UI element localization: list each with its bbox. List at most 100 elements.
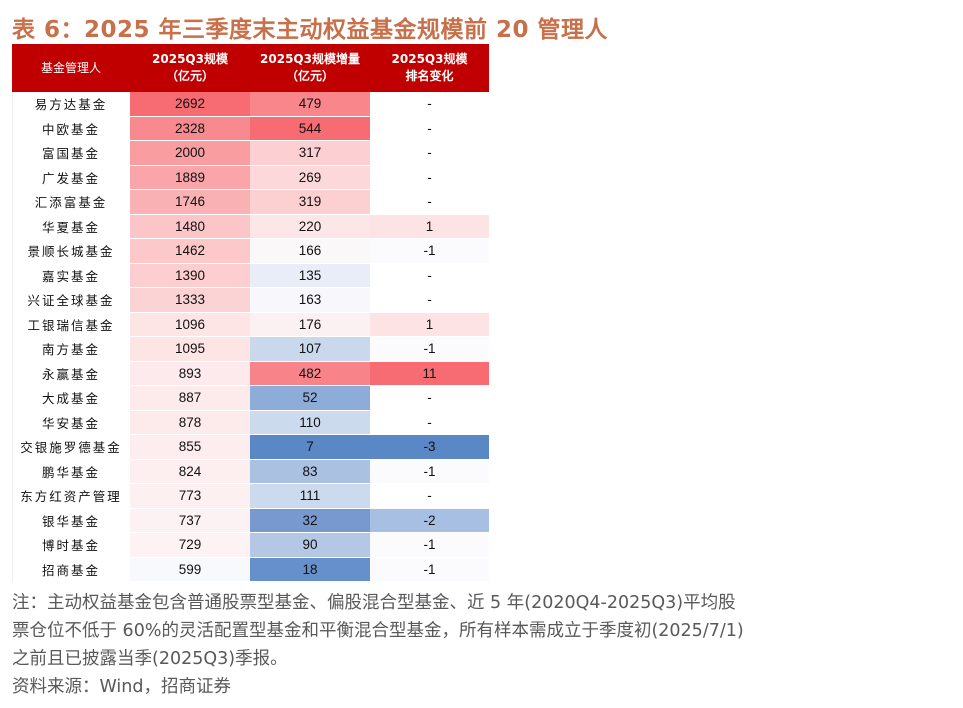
rank-change-cell: -1 [370, 557, 489, 582]
table-header-row: 基金管理人 2025Q3规模 （亿元） 2025Q3规模增量 （亿元） 2025Q3… [12, 44, 489, 92]
table-row: 大成基金 887 52- [12, 385, 489, 411]
table-row: 景顺长城基金 1462 166 -1 [12, 238, 489, 264]
header-scale: 2025Q3规模 （亿元） [130, 44, 250, 92]
table-row: 工银瑞信基金 1096 176 1 [12, 312, 489, 337]
manager-name-cell: 银华基金 [12, 508, 130, 533]
source-note: 资料来源：Wind，招商证券 [12, 677, 231, 697]
header-text: 2025Q3规模 [152, 52, 228, 66]
increment-cell: 479 [250, 92, 370, 117]
increment-cell: 90 [250, 532, 370, 558]
scale-cell: 1462 [130, 238, 250, 264]
manager-name-cell: 永赢基金 [12, 361, 130, 386]
table-row: 中欧基金 2328 544- [12, 116, 489, 141]
increment-cell: 163 [250, 287, 370, 313]
scale-cell: 1746 [130, 189, 250, 215]
table-row: 东方红资产管理 773 111- [12, 483, 489, 509]
increment-cell: 7 [250, 434, 370, 460]
increment-cell: 482 [250, 361, 370, 386]
scale-cell: 887 [130, 385, 250, 411]
increment-cell: 269 [250, 165, 370, 190]
manager-name-cell: 鹏华基金 [12, 459, 130, 484]
rank-change-cell: -1 [370, 336, 489, 362]
table-row: 鹏华基金 824 83 -1 [12, 459, 489, 484]
scale-cell: 599 [130, 557, 250, 582]
table-row: 广发基金 1889 269- [12, 165, 489, 190]
rank-change-cell: - [370, 92, 489, 117]
manager-name-cell: 中欧基金 [12, 116, 130, 141]
scale-cell: 893 [130, 361, 250, 386]
rank-change-cell: - [370, 189, 489, 215]
header-unit: （亿元） [165, 69, 214, 83]
increment-cell: 317 [250, 140, 370, 166]
table-row: 招商基金 599 18 -1 [12, 557, 489, 582]
increment-cell: 110 [250, 410, 370, 435]
manager-name-cell: 南方基金 [12, 336, 130, 362]
rank-change-cell: -2 [370, 508, 489, 533]
header-rank-change: 2025Q3规模 排名变化 [370, 44, 489, 92]
table-row: 交银施罗德基金 855 7 -3 [12, 434, 489, 460]
increment-cell: 176 [250, 312, 370, 337]
table-row: 永赢基金 893 482 11 [12, 361, 489, 386]
manager-name-cell: 广发基金 [12, 165, 130, 190]
scale-cell: 2692 [130, 92, 250, 117]
table-left-border [12, 92, 13, 582]
manager-name-cell: 华夏基金 [12, 214, 130, 239]
scale-cell: 737 [130, 508, 250, 533]
increment-cell: 83 [250, 459, 370, 484]
table-row: 汇添富基金 1746 319- [12, 189, 489, 215]
increment-cell: 107 [250, 336, 370, 362]
scale-cell: 1390 [130, 263, 250, 288]
note-line: 票仓位不低于 60%的灵活配置型基金和平衡混合型基金，所有样本需成立于季度初(2… [12, 621, 744, 641]
increment-cell: 52 [250, 385, 370, 411]
scale-cell: 773 [130, 483, 250, 509]
header-text: 2025Q3规模 [391, 52, 468, 66]
increment-cell: 319 [250, 189, 370, 215]
scale-cell: 1889 [130, 165, 250, 190]
rank-change-cell: 11 [370, 361, 489, 386]
manager-name-cell: 华安基金 [12, 410, 130, 435]
header-text: 基金管理人 [40, 60, 101, 75]
scale-cell: 824 [130, 459, 250, 484]
rank-change-cell: - [370, 140, 489, 166]
rank-change-cell: 1 [370, 214, 489, 239]
table-row: 兴证全球基金 1333 163- [12, 287, 489, 313]
rank-change-cell: - [370, 165, 489, 190]
manager-name-cell: 汇添富基金 [12, 189, 130, 215]
rank-change-cell: 1 [370, 312, 489, 337]
rank-change-cell: - [370, 483, 489, 509]
manager-name-cell: 交银施罗德基金 [12, 434, 130, 460]
scale-cell: 855 [130, 434, 250, 460]
manager-name-cell: 博时基金 [12, 532, 130, 558]
manager-name-cell: 东方红资产管理 [12, 483, 130, 509]
rank-change-cell: -3 [370, 434, 489, 460]
header-unit: （亿元） [285, 69, 334, 83]
note-line: 之前且已披露当季(2025Q3)季报。 [12, 649, 288, 669]
manager-name-cell: 工银瑞信基金 [12, 312, 130, 337]
increment-cell: 166 [250, 238, 370, 264]
rank-change-cell: - [370, 385, 489, 411]
increment-cell: 32 [250, 508, 370, 533]
rank-change-cell: - [370, 287, 489, 313]
rank-change-cell: -1 [370, 459, 489, 484]
header-increment: 2025Q3规模增量 （亿元） [250, 44, 370, 92]
scale-cell: 1095 [130, 336, 250, 362]
note-line: 注：主动权益基金包含普通股票型基金、偏股混合型基金、近 5 年(2020Q4-2… [12, 593, 736, 613]
scale-cell: 2328 [130, 116, 250, 141]
rank-change-cell: -1 [370, 238, 489, 264]
rank-change-cell: - [370, 410, 489, 435]
table-title: 表 6：2025 年三季度末主动权益基金规模前 20 管理人 [12, 17, 609, 43]
header-text: 排名变化 [405, 69, 454, 83]
increment-cell: 220 [250, 214, 370, 239]
table-row: 银华基金 737 32 -2 [12, 508, 489, 533]
table-row: 博时基金 729 90 -1 [12, 532, 489, 558]
table-row: 易方达基金 2692 479- [12, 92, 489, 117]
manager-name-cell: 招商基金 [12, 557, 130, 582]
header-text: 2025Q3规模增量 [260, 52, 360, 66]
table-row: 华夏基金 1480 220 1 [12, 214, 489, 239]
rank-change-cell: -1 [370, 532, 489, 558]
table-row: 富国基金 2000 317- [12, 140, 489, 166]
table-row: 嘉实基金 1390 135- [12, 263, 489, 288]
manager-name-cell: 嘉实基金 [12, 263, 130, 288]
scale-cell: 878 [130, 410, 250, 435]
scale-cell: 1333 [130, 287, 250, 313]
